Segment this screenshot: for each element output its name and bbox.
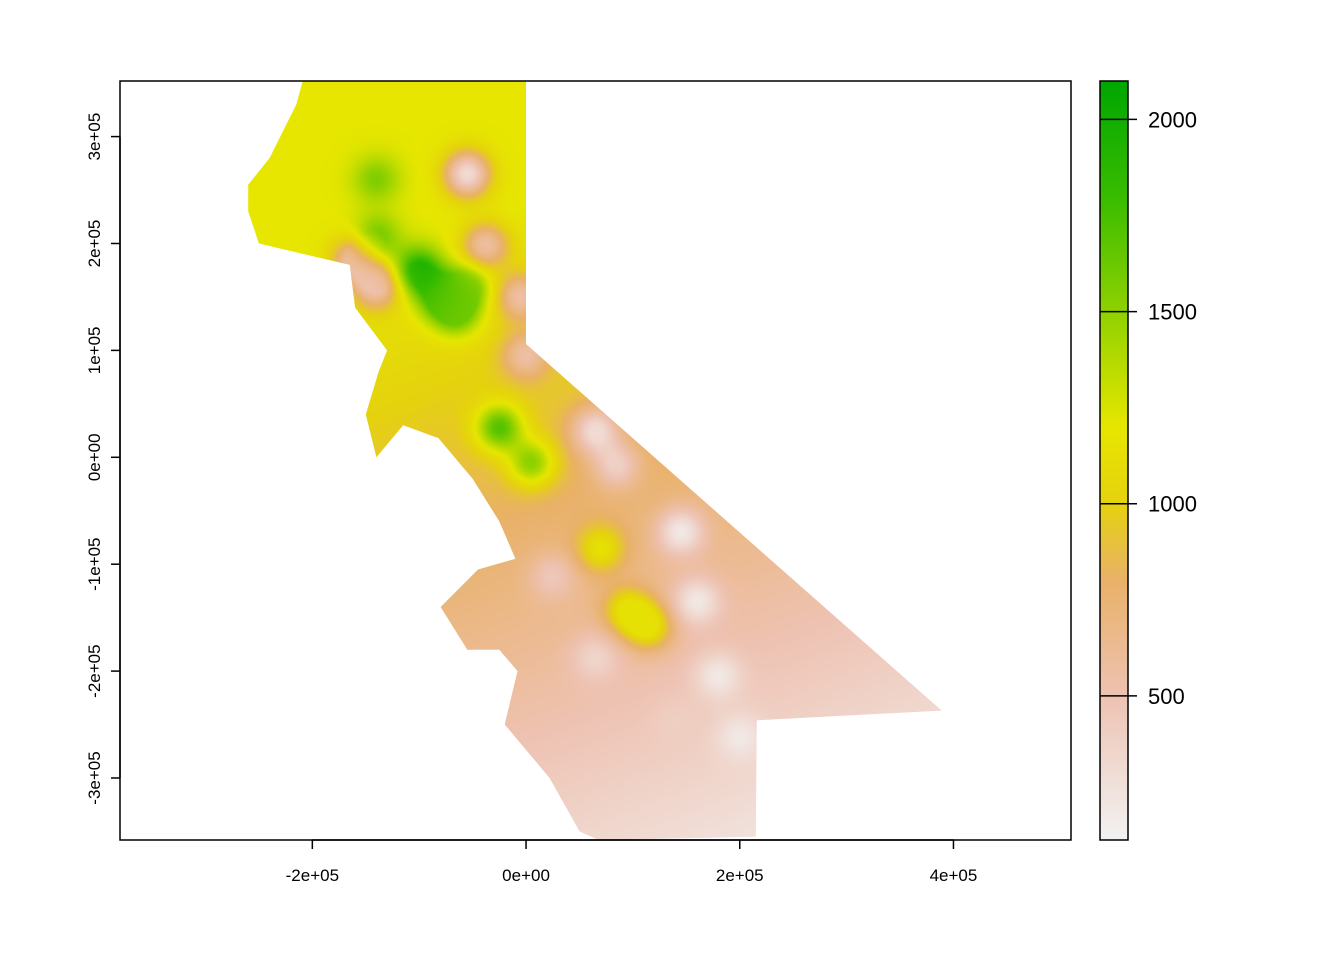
legend-tick-label: 2000 — [1148, 107, 1197, 132]
y-tick-label: 1e+05 — [85, 327, 104, 375]
y-tick-label: -2e+05 — [85, 644, 104, 697]
legend-color-bar — [1100, 81, 1128, 840]
legend-tick-label: 1000 — [1148, 492, 1197, 517]
x-tick-label: 4e+05 — [930, 866, 978, 885]
y-tick-label: 2e+05 — [85, 220, 104, 268]
y-tick-label: -3e+05 — [85, 751, 104, 804]
raster-surface — [120, 81, 1071, 840]
y-axis: 3e+05 2e+05 1e+05 0e+00 -1e+05 -2e+05 -3e+05 — [85, 113, 120, 805]
y-tick-label: -1e+05 — [85, 537, 104, 590]
legend-tick-label: 1500 — [1148, 300, 1197, 325]
x-tick-label: -2e+05 — [286, 866, 339, 885]
y-tick-label: 0e+00 — [85, 433, 104, 481]
legend-tick-label: 500 — [1148, 684, 1185, 709]
x-tick-label: 0e+00 — [502, 866, 550, 885]
x-axis: -2e+05 0e+00 2e+05 4e+05 — [286, 840, 978, 885]
y-tick-label: 3e+05 — [85, 113, 104, 161]
x-tick-label: 2e+05 — [716, 866, 764, 885]
